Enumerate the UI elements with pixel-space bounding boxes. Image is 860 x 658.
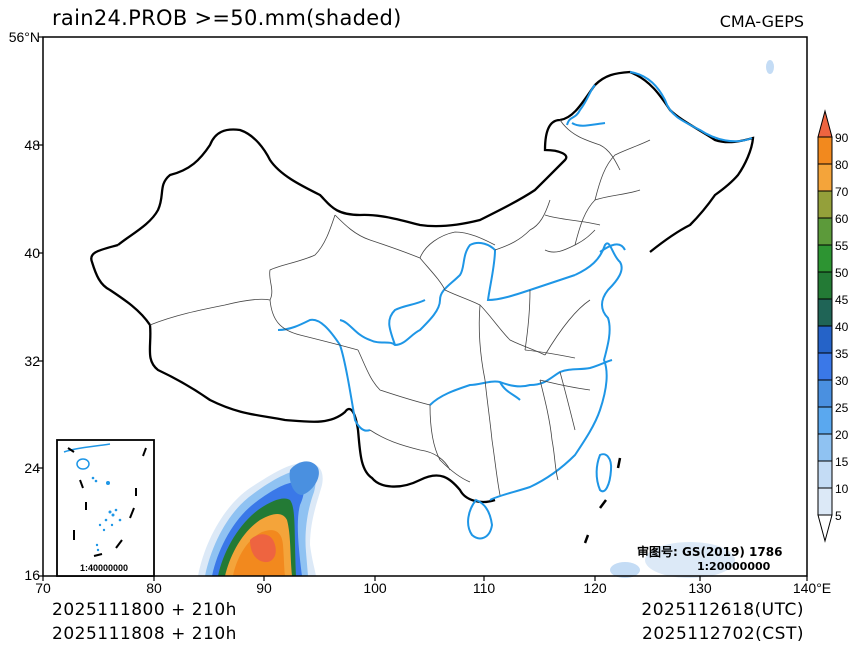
axis-ticks: [38, 36, 808, 581]
cbar-label-60: 60: [835, 212, 849, 226]
y-tick-56: 56°N: [8, 29, 40, 45]
x-tick-70: 70: [35, 580, 51, 596]
map-frame: [42, 36, 808, 577]
probability-shading: [198, 60, 774, 578]
x-tick-90: 90: [256, 580, 272, 596]
x-tick-80: 80: [146, 580, 162, 596]
cbar-label-90: 90: [835, 131, 849, 145]
x-tick-120: 120: [583, 580, 607, 596]
y-tick-32: 32: [24, 353, 40, 369]
x-tick-140: 140°E: [792, 580, 832, 596]
cbar-label-15: 15: [835, 455, 849, 469]
init-time-utc: 2025111800 + 210h: [52, 600, 237, 620]
cbar-label-5: 5: [835, 509, 842, 523]
y-tick-24: 24: [24, 460, 40, 476]
x-tick-130: 130: [688, 580, 712, 596]
cbar-label-25: 25: [835, 401, 849, 415]
valid-time-utc: 2025112618(UTC): [641, 600, 804, 620]
cbar-label-10: 10: [835, 482, 849, 496]
map-approval: 审图号: GS(2019) 1786 1:20000000: [637, 543, 782, 573]
inset-scale-label: 1:40000000: [80, 563, 129, 573]
south-china-sea-inset: [56, 439, 155, 577]
approval-number: 审图号: GS(2019) 1786: [637, 545, 783, 559]
cbar-label-70: 70: [835, 185, 849, 199]
chart-title: rain24.PROB >=50.mm(shaded): [52, 6, 402, 30]
cbar-label-50: 50: [835, 266, 849, 280]
y-tick-40: 40: [24, 245, 40, 261]
cbar-label-45: 45: [835, 293, 849, 307]
cbar-label-80: 80: [835, 158, 849, 172]
cbar-label-20: 20: [835, 428, 849, 442]
cbar-label-40: 40: [835, 320, 849, 334]
colorbar: [817, 109, 833, 543]
y-tick-16: 16: [24, 567, 40, 583]
province-borders: [149, 119, 651, 496]
x-tick-100: 100: [363, 580, 387, 596]
y-tick-48: 48: [24, 137, 40, 153]
x-tick-110: 110: [472, 580, 496, 596]
cbar-label-30: 30: [835, 374, 849, 388]
cbar-label-35: 35: [835, 347, 849, 361]
cbar-label-55: 55: [835, 239, 849, 253]
init-time-cst: 2025111808 + 210h: [52, 624, 237, 644]
national-border: [90, 70, 755, 504]
nine-dash-line: [583, 457, 622, 544]
rivers-and-coastline: [277, 71, 753, 540]
valid-time-cst: 2025112702(CST): [642, 624, 804, 644]
map-scale: 1:20000000: [697, 560, 771, 573]
model-source-label: CMA-GEPS: [719, 12, 804, 31]
